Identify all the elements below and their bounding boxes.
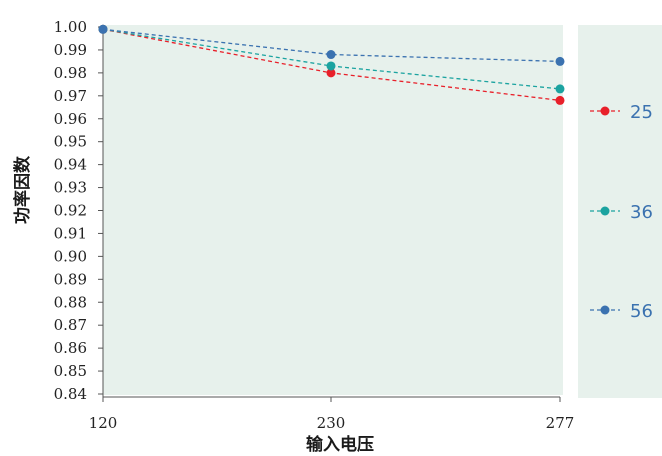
legend: 25 36 56 — [590, 102, 653, 322]
data-point — [326, 50, 336, 60]
data-point — [98, 24, 108, 34]
y-tick-label: 0.97 — [54, 87, 87, 105]
legend-marker — [600, 106, 610, 116]
data-point — [555, 56, 565, 66]
y-tick-label: 0.87 — [54, 316, 87, 334]
y-tick-label: 0.89 — [54, 270, 87, 288]
y-tick-label: 0.91 — [54, 224, 87, 242]
legend-item-36: 36 — [590, 202, 653, 223]
series-group — [98, 24, 565, 105]
legend-label: 36 — [630, 202, 653, 223]
y-tick-label: 0.84 — [54, 385, 87, 403]
y-tick-label: 1.00 — [54, 18, 87, 36]
series-56 — [98, 24, 565, 66]
y-tick-label: 0.88 — [54, 293, 87, 311]
data-point — [326, 68, 336, 78]
legend-item-56: 56 — [590, 301, 653, 322]
data-point — [326, 61, 336, 71]
legend-label: 25 — [630, 102, 653, 123]
data-point — [555, 95, 565, 105]
y-tick-labels: 1.00 0.99 0.98 0.97 0.96 0.95 0.94 0.93 0.92 0.91… — [54, 18, 103, 403]
legend-label: 56 — [630, 301, 653, 322]
legend-marker — [600, 206, 610, 216]
legend-item-25: 25 — [590, 102, 653, 123]
y-tick-label: 0.99 — [54, 41, 87, 59]
y-tick-label: 0.94 — [54, 156, 87, 174]
data-point — [555, 84, 565, 94]
y-tick-label: 0.93 — [54, 179, 87, 197]
y-tick-label: 0.95 — [54, 133, 87, 151]
x-tick-label: 230 — [317, 414, 346, 432]
y-axis-title: 功率因数 — [12, 155, 33, 224]
x-tick-label: 120 — [89, 414, 118, 432]
y-tick-label: 0.92 — [54, 202, 87, 220]
legend-marker — [600, 305, 610, 315]
plot-area — [103, 25, 563, 395]
y-tick-label: 0.90 — [54, 247, 87, 265]
y-tick-label: 0.85 — [54, 362, 87, 380]
x-tick-labels: 120 230 277 — [89, 397, 575, 432]
x-tick-label: 277 — [546, 414, 575, 432]
y-tick-label: 0.98 — [54, 64, 87, 82]
y-tick-label: 0.86 — [54, 339, 87, 357]
x-axis-title: 输入电压 — [306, 434, 374, 455]
y-tick-label: 0.96 — [54, 110, 87, 128]
